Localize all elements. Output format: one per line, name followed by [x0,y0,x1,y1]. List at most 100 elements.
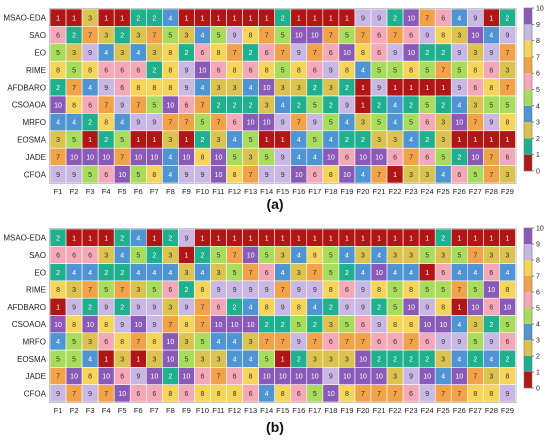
heatmap-cell: 5 [258,246,275,264]
heatmap-cell: 3 [113,349,131,368]
heatmap-cell: 4 [322,130,340,149]
heatmap-cell-value: 2 [441,102,445,109]
heatmap-cell: 9 [178,165,195,184]
column-label: F12 [228,187,241,196]
heatmap-cell-value: 10 [295,374,303,381]
heatmap-cell-value: 10 [102,374,110,381]
heatmap-cell: 2 [322,297,340,316]
heatmap-cell: 10 [338,43,356,62]
heatmap-cell: 3 [434,246,452,264]
heatmap-cell-value: 8 [168,85,172,92]
heatmap-cell: 2 [242,95,259,114]
heatmap-cell-value: 6 [184,102,188,109]
heatmap-cell-value: 7 [152,33,156,40]
column-label: F25 [437,406,450,415]
heatmap-cell: 2 [290,95,308,114]
heatmap-cell: 8 [162,43,179,62]
heatmap-cell: 10 [226,315,243,334]
heatmap-cell-value: 4 [457,356,461,363]
heatmap-cell-value: 6 [313,172,317,179]
heatmap-cell: 2 [210,95,227,114]
heatmap-cell-value: 3 [88,339,92,346]
heatmap-cell-value: 6 [313,68,317,75]
heatmap-cell-value: 7 [184,120,188,127]
heatmap-cell-value: 8 [136,85,140,92]
heatmap-cell-value: 2 [56,235,60,242]
heatmap-cell: 4 [226,349,243,368]
colorbar-swatch [524,8,532,25]
heatmap-cell-value: 4 [489,33,493,40]
heatmap-cell: 10 [450,113,468,132]
heatmap-cell-value: 4 [249,85,253,92]
heatmap-cell-value: 4 [409,270,413,277]
heatmap-cell-value: 6 [168,287,172,294]
heatmap-cell-value: 8 [409,68,413,75]
heatmap-cell-value: 9 [457,85,461,92]
heatmap-cell-value: 7 [88,33,92,40]
heatmap-cell-value: 4 [297,155,301,162]
heatmap-cell-value: 7 [313,270,317,277]
heatmap-cell: 5 [162,26,179,45]
heatmap-cell-value: 10 [407,304,415,311]
heatmap-cell-value: 10 [423,322,431,329]
heatmap-cell-value: 9 [136,304,140,311]
heatmap-cell: 6 [402,26,420,45]
heatmap-cell: 1 [466,130,484,149]
heatmap-cell: 3 [418,165,436,184]
heatmap-cell-value: 3 [409,253,413,260]
heatmap-cell-value: 8 [313,253,317,260]
heatmap-cell: 3 [466,43,484,62]
heatmap-cell: 3 [499,60,516,79]
heatmap-cell: 9 [483,113,500,132]
heatmap-cell-value: 9 [72,304,76,311]
heatmap-cell-value: 4 [72,270,76,277]
heatmap-cell: 3 [226,78,243,97]
row-label: EO [34,268,46,277]
heatmap-cell: 10 [338,367,356,385]
heatmap-cell: 8 [129,78,147,97]
heatmap-cell-value: 3 [329,356,333,363]
heatmap-cell-value: 1 [265,235,269,242]
heatmap-cell-value: 10 [423,374,431,381]
heatmap-cell: 8 [226,165,243,184]
heatmap-cell: 5 [146,95,163,114]
heatmap-cell: 6 [178,384,195,403]
heatmap-cell-value: 9 [297,339,301,346]
heatmap-cell: 2 [178,280,195,299]
heatmap-cell-value: 3 [329,85,333,92]
heatmap-cell: 7 [434,384,452,403]
heatmap-cell: 10 [129,315,147,334]
heatmap-cell-value: 9 [345,102,349,109]
heatmap-cell: 9 [49,165,67,184]
heatmap-cell-value: 1 [457,137,461,144]
colorbar-tick-label: 7 [536,54,540,61]
heatmap-cell-value: 1 [184,137,188,144]
heatmap-cell-value: 5 [152,102,156,109]
heatmap-cell-value: 6 [201,374,205,381]
column-label: F12 [228,406,241,415]
heatmap-cell: 9 [483,43,500,62]
heatmap-cell-value: 10 [375,374,383,381]
heatmap-cell-value: 3 [441,356,445,363]
heatmap-cell: 8 [338,60,356,79]
heatmap-cell-value: 10 [471,304,479,311]
heatmap-cell-value: 6 [345,155,349,162]
heatmap-cell-value: 4 [152,270,156,277]
heatmap-cell: 6 [97,60,115,79]
heatmap-cell-value: 5 [329,270,333,277]
heatmap-cell: 1 [129,349,147,368]
heatmap-cell: 10 [499,297,516,316]
heatmap-cell-value: 1 [217,235,221,242]
heatmap-cell: 2 [370,349,388,368]
heatmap-cell: 4 [483,349,500,368]
heatmap-cell-value: 3 [441,137,445,144]
heatmap-cell-value: 3 [136,287,140,294]
heatmap-cell-value: 7 [505,85,509,92]
heatmap-cell-value: 10 [183,374,191,381]
heatmap-cell: 5 [290,315,308,334]
heatmap-cell-value: 3 [249,339,253,346]
colorbar-swatch [524,244,532,260]
colorbar-swatch [524,228,532,244]
heatmap-cell-value: 7 [473,253,477,260]
heatmap-cell-value: 7 [249,172,253,179]
